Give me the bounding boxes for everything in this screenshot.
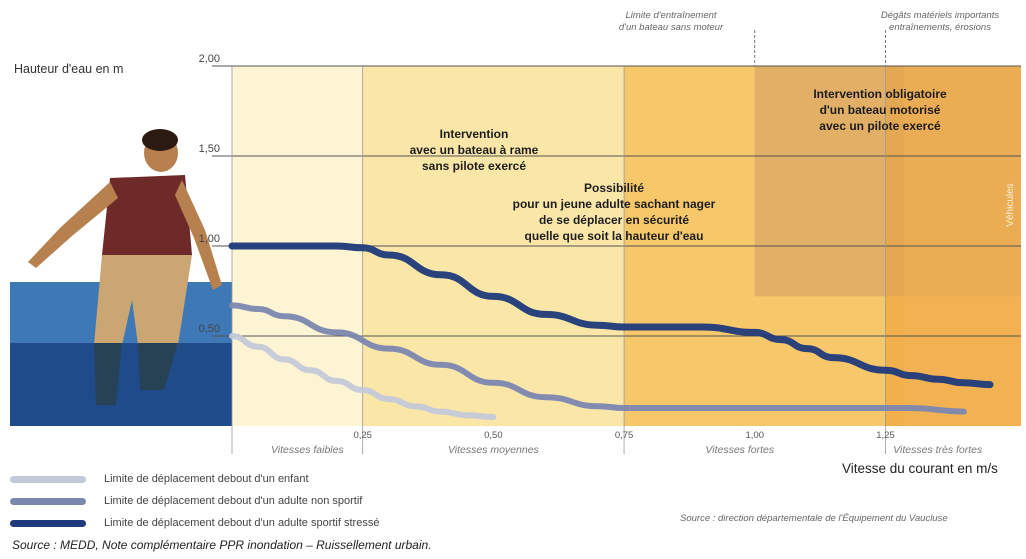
speed-zone-label-0: Vitesses faibles xyxy=(271,444,345,456)
legend-label-adult: Limite de déplacement debout d'un adulte… xyxy=(104,495,363,507)
speed-zone-label-2: Vitesses fortes xyxy=(705,444,774,456)
source-main: Source : MEDD, Note complémentaire PPR i… xyxy=(12,538,432,552)
legend-entry-child: Limite de déplacement debout d'un enfant xyxy=(10,468,470,490)
x-tick-label-1: 0,50 xyxy=(484,430,503,441)
figure-right-arm xyxy=(175,180,222,290)
figure-right-boot xyxy=(138,343,178,390)
motorboat-zone xyxy=(754,66,886,297)
y-axis-title: Hauteur d'eau en m xyxy=(14,62,124,76)
x-tick-label-2: 0,75 xyxy=(615,430,634,441)
legend-swatch-adult xyxy=(10,497,86,505)
series-line-1 xyxy=(229,302,967,415)
legend: Limite de déplacement debout d'un enfant… xyxy=(10,468,470,534)
legend-entry-athlete: Limite de déplacement debout d'un adulte… xyxy=(10,512,470,534)
annotation-rowboat: Intervention avec un bateau à rame sans pi… xyxy=(410,127,539,173)
figure-left-boot xyxy=(94,343,122,405)
source-note: Source : direction départementale de l'É… xyxy=(680,513,948,524)
water-overlay-right xyxy=(100,343,232,426)
legend-label-child: Limite de déplacement debout d'un enfant xyxy=(104,473,309,485)
x-tick-label-4: 1,25 xyxy=(876,430,895,441)
speed-zone-label-1: Vitesses moyennes xyxy=(448,444,540,456)
y-tick-label-1: 1,50 xyxy=(199,143,220,155)
series-line-2 xyxy=(228,242,994,389)
annotation-motorboat: Intervention obligatoire d'un bateau moto… xyxy=(813,87,947,133)
series-line-0 xyxy=(229,333,497,420)
annotation-swimmer: Possibilité pour un jeune adulte sachant … xyxy=(513,181,716,243)
motorboat-zone-2 xyxy=(885,66,1021,297)
side-label-vehicles: Véhicules xyxy=(1005,183,1016,226)
threshold-note-damage: Dégâts matériels importants entraînements… xyxy=(881,10,1000,33)
speed-zone-label-3: Vitesses très fortes xyxy=(893,444,983,456)
water-overlay-left xyxy=(10,343,100,426)
legend-label-athlete: Limite de déplacement debout d'un adulte… xyxy=(104,517,380,529)
threshold-note-boat: Limite d'entraînement d'un bateau sans mo… xyxy=(619,10,724,33)
x-tick-label-0: 0,25 xyxy=(353,430,372,441)
y-tick-label-0: 2,00 xyxy=(199,53,220,65)
legend-swatch-child xyxy=(10,475,86,483)
figure-hair xyxy=(142,129,178,151)
y-tick-label-3: 0,50 xyxy=(199,323,220,335)
x-axis-title: Vitesse du courant en m/s xyxy=(842,461,998,476)
legend-entry-adult: Limite de déplacement debout d'un adulte… xyxy=(10,490,470,512)
legend-swatch-athlete xyxy=(10,519,86,527)
y-tick-label-2: 1,00 xyxy=(199,233,220,245)
figure-shirt xyxy=(102,175,192,255)
water-deep xyxy=(10,343,232,426)
figure-left-arm xyxy=(28,182,118,268)
figure-trousers xyxy=(94,255,192,345)
x-tick-label-3: 1,00 xyxy=(746,430,765,441)
